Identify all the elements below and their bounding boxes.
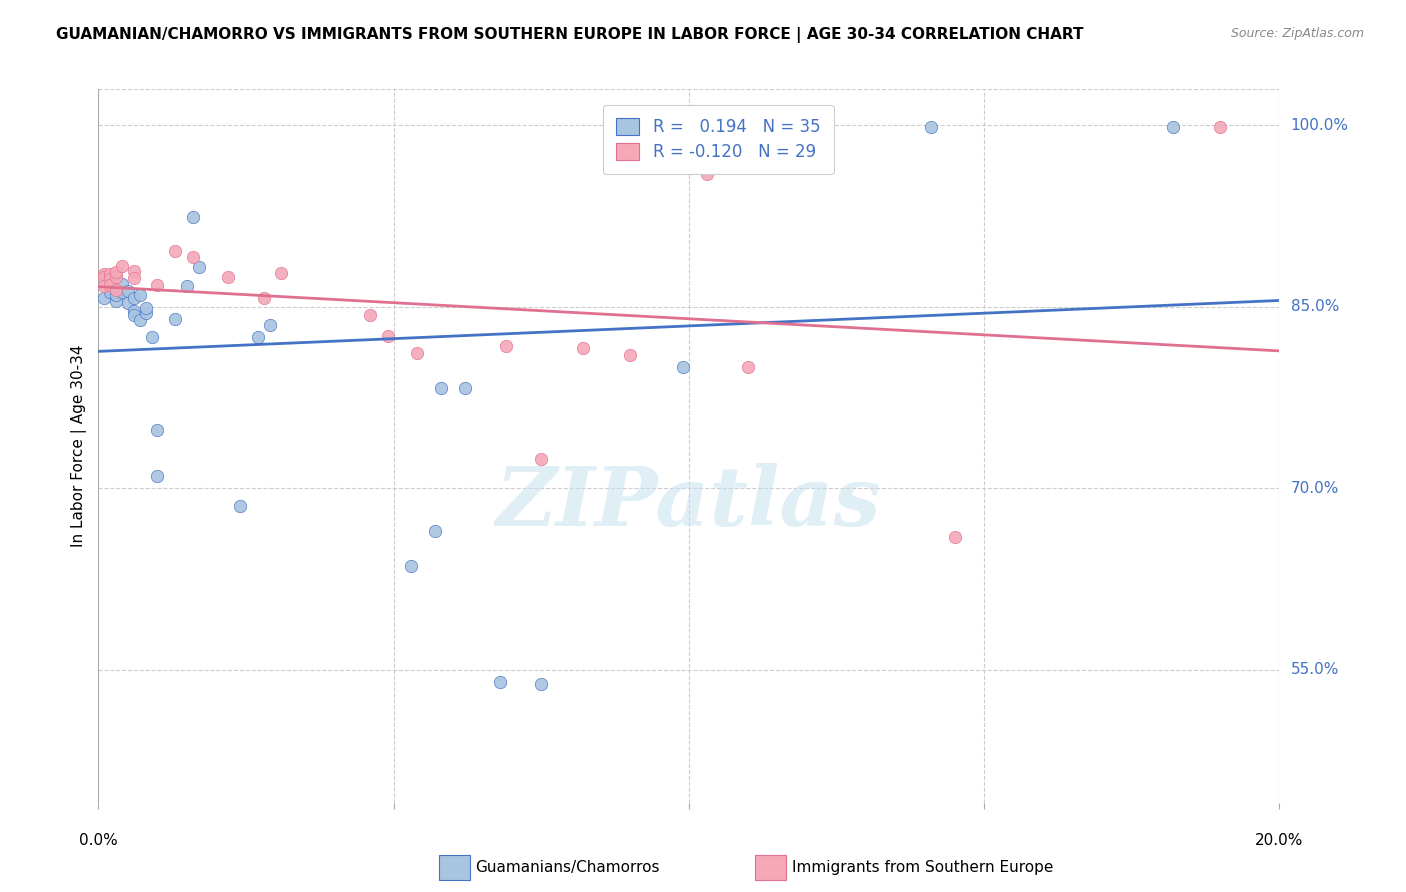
Point bbox=[105, 293, 128, 308]
Point bbox=[105, 269, 128, 284]
Point bbox=[217, 269, 239, 284]
Point bbox=[270, 266, 292, 280]
Point bbox=[105, 265, 128, 279]
Point bbox=[146, 278, 169, 293]
Text: 55.0%: 55.0% bbox=[1291, 662, 1339, 677]
Point bbox=[246, 330, 269, 344]
Point bbox=[430, 381, 453, 395]
Point bbox=[93, 267, 115, 281]
Point bbox=[122, 292, 145, 306]
Point bbox=[737, 360, 759, 375]
Point bbox=[489, 674, 512, 689]
Point bbox=[117, 296, 139, 310]
Point bbox=[725, 120, 748, 134]
Point bbox=[128, 288, 150, 302]
Point bbox=[229, 500, 252, 514]
Point bbox=[146, 469, 169, 483]
Point bbox=[259, 318, 281, 332]
Point bbox=[181, 250, 204, 264]
Point bbox=[135, 306, 157, 320]
Point bbox=[377, 329, 399, 343]
Point bbox=[111, 285, 134, 300]
Point bbox=[165, 244, 187, 259]
Point bbox=[122, 309, 145, 323]
Text: 20.0%: 20.0% bbox=[1256, 833, 1303, 848]
Point bbox=[98, 267, 121, 281]
Point bbox=[453, 381, 475, 395]
Point bbox=[530, 677, 553, 691]
Point bbox=[93, 292, 115, 306]
Point bbox=[1209, 120, 1232, 134]
Text: Guamanians/Chamorros: Guamanians/Chamorros bbox=[475, 861, 659, 875]
Legend: R =   0.194   N = 35, R = -0.120   N = 29: R = 0.194 N = 35, R = -0.120 N = 29 bbox=[603, 104, 834, 174]
Point bbox=[122, 303, 145, 318]
Point bbox=[619, 348, 641, 362]
Point bbox=[98, 285, 121, 300]
Point bbox=[165, 312, 187, 326]
Point bbox=[98, 278, 121, 293]
Point bbox=[105, 283, 128, 297]
Point bbox=[117, 284, 139, 298]
Point bbox=[406, 346, 429, 360]
Text: ZIPatlas: ZIPatlas bbox=[496, 463, 882, 543]
Point bbox=[122, 271, 145, 285]
Point bbox=[401, 558, 423, 573]
Point bbox=[128, 313, 150, 327]
Text: Source: ZipAtlas.com: Source: ZipAtlas.com bbox=[1230, 27, 1364, 40]
Point bbox=[672, 360, 695, 375]
Point bbox=[176, 279, 198, 293]
Point bbox=[423, 524, 446, 538]
Point bbox=[111, 277, 134, 291]
Point bbox=[495, 338, 517, 352]
Point bbox=[696, 167, 718, 181]
Point bbox=[359, 309, 381, 323]
Point bbox=[943, 530, 966, 544]
Text: 70.0%: 70.0% bbox=[1291, 481, 1339, 496]
Point bbox=[530, 452, 553, 467]
Point bbox=[105, 288, 128, 302]
Point bbox=[122, 263, 145, 277]
Point bbox=[571, 341, 593, 355]
Point bbox=[1161, 120, 1184, 134]
Point bbox=[146, 423, 169, 437]
Point bbox=[187, 260, 209, 274]
Point bbox=[93, 279, 115, 293]
Y-axis label: In Labor Force | Age 30-34: In Labor Force | Age 30-34 bbox=[72, 344, 87, 548]
Text: 0.0%: 0.0% bbox=[79, 833, 118, 848]
Point bbox=[253, 292, 276, 306]
Point bbox=[181, 211, 204, 225]
Point bbox=[920, 120, 942, 134]
Text: 100.0%: 100.0% bbox=[1291, 118, 1348, 133]
Point bbox=[98, 272, 121, 286]
Point bbox=[111, 259, 134, 273]
Text: 85.0%: 85.0% bbox=[1291, 300, 1339, 314]
Text: Immigrants from Southern Europe: Immigrants from Southern Europe bbox=[792, 861, 1053, 875]
Point bbox=[93, 269, 115, 284]
Text: GUAMANIAN/CHAMORRO VS IMMIGRANTS FROM SOUTHERN EUROPE IN LABOR FORCE | AGE 30-34: GUAMANIAN/CHAMORRO VS IMMIGRANTS FROM SO… bbox=[56, 27, 1084, 43]
Point bbox=[141, 330, 163, 344]
Point bbox=[135, 301, 157, 315]
